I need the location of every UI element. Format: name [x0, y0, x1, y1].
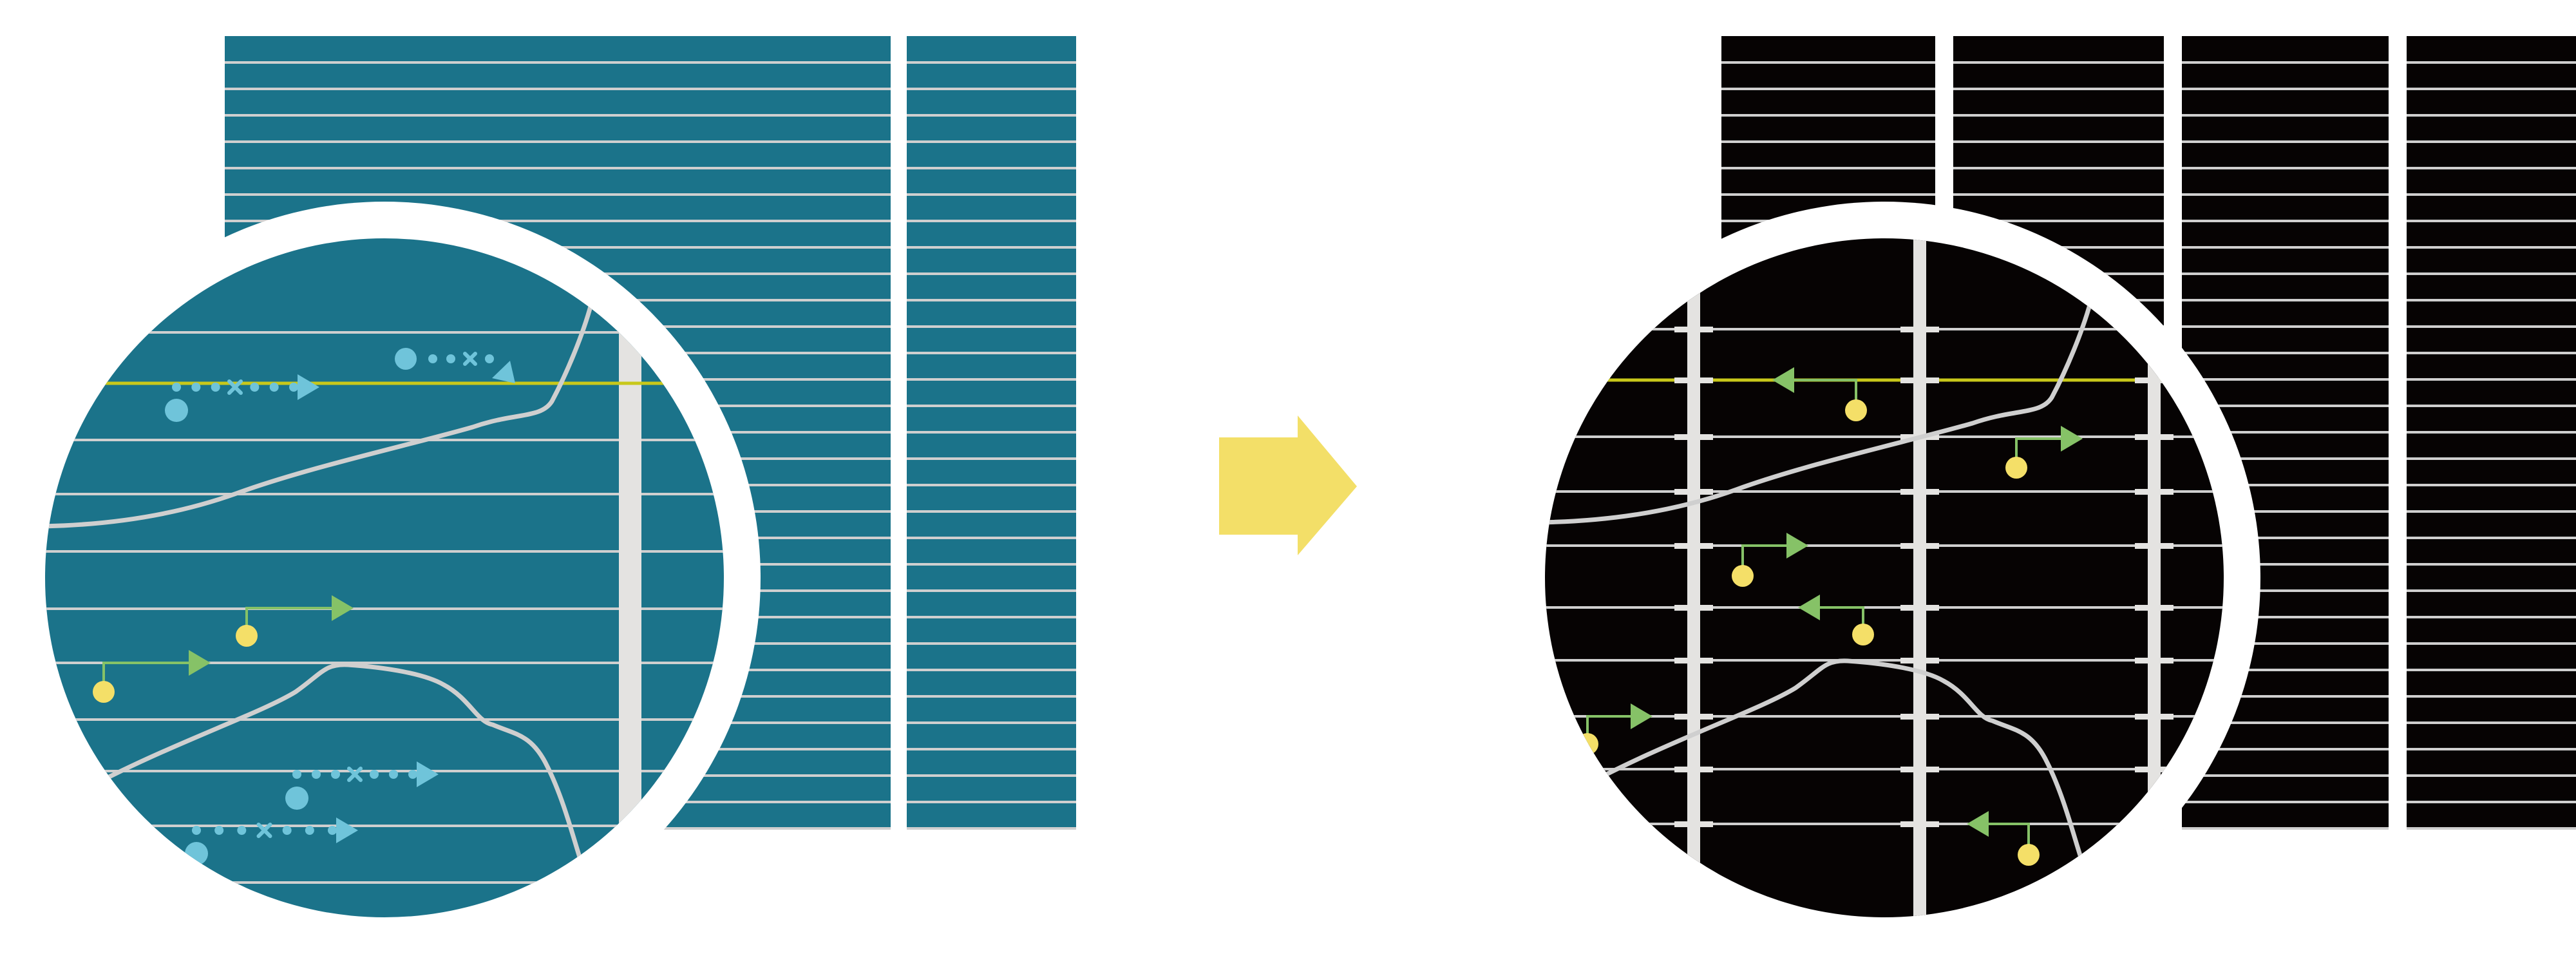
dot	[312, 770, 321, 779]
bar-tick	[1674, 377, 1713, 383]
bar-tick	[2135, 377, 2174, 383]
bar-tick	[1674, 605, 1713, 611]
bar-tick	[2135, 489, 2174, 495]
dot	[237, 826, 247, 835]
magnified-before-background	[45, 238, 724, 917]
right-arrow-icon	[1219, 415, 1357, 555]
dot	[305, 826, 314, 835]
dot	[292, 770, 301, 779]
bar-tick	[1900, 767, 1939, 772]
magnified-after-background	[1545, 238, 2224, 917]
bar-tick	[1674, 543, 1713, 549]
bar-tick	[2135, 658, 2174, 664]
arrowhead-icon	[1967, 811, 1989, 837]
bar-tick	[1900, 714, 1939, 720]
bar-tick	[1900, 327, 1939, 332]
dot	[370, 770, 379, 779]
bar-tick	[1900, 377, 1939, 383]
bar-tick	[1674, 714, 1713, 720]
yellow-dot	[93, 681, 115, 703]
trajectory-curve	[76, 662, 584, 864]
trajectory-curve	[45, 303, 594, 529]
cross-mark	[256, 823, 272, 838]
bar-tick	[2135, 714, 2174, 720]
bar-tick	[1674, 767, 1713, 772]
yellow-dot	[1732, 565, 1754, 587]
arrowhead-icon	[1631, 703, 1653, 729]
dot	[282, 826, 292, 835]
cross-mark	[347, 767, 363, 782]
trajectory-curve	[1576, 658, 2084, 861]
bar-tick	[1674, 434, 1713, 440]
arrowhead-icon	[2061, 426, 2083, 452]
trajectory-curve	[1545, 300, 2094, 525]
green-markers	[93, 595, 354, 703]
cross-mark	[463, 352, 477, 366]
yellow-dot	[236, 625, 258, 647]
bar-tick	[1674, 821, 1713, 827]
bar-tick	[2135, 434, 2174, 440]
arrowhead-icon	[492, 361, 515, 383]
arrowhead-icon	[336, 817, 358, 843]
dot	[408, 770, 417, 779]
vertical-bars	[1674, 238, 2174, 917]
yellow-dot	[2018, 844, 2040, 866]
origin-dot	[285, 787, 308, 810]
vertical-bar	[1687, 238, 1700, 917]
arrowhead-icon	[298, 374, 319, 400]
yellow-dot	[2005, 457, 2027, 479]
magnified-grid-lines	[45, 331, 724, 884]
vertical-bar	[2148, 238, 2161, 917]
dot	[289, 383, 298, 392]
green-markers	[1577, 367, 2083, 866]
bar-tick	[2135, 543, 2174, 549]
vertical-bar	[1913, 238, 1926, 917]
bar-tick	[1674, 658, 1713, 664]
dot	[211, 383, 220, 392]
bar-tick	[1674, 327, 1713, 332]
dot	[428, 354, 437, 363]
yellow-dot	[1852, 624, 1874, 645]
dot	[191, 383, 201, 392]
magnified-after-view	[1545, 238, 2224, 917]
yellow-dot	[1845, 399, 1867, 421]
dot	[250, 383, 260, 392]
arrowhead-icon	[1772, 367, 1794, 393]
bar-tick	[1900, 658, 1939, 664]
magnified-grid-lines	[1545, 328, 2224, 825]
bar-tick	[1674, 489, 1713, 495]
arrowhead-icon	[417, 761, 439, 787]
bar-tick	[1900, 543, 1939, 549]
arrowhead-icon	[1798, 595, 1820, 620]
bar-tick	[1900, 821, 1939, 827]
dot	[192, 826, 201, 835]
dot	[389, 770, 398, 779]
cross-mark	[227, 379, 243, 395]
arrowhead-icon	[332, 595, 354, 621]
dot	[446, 354, 455, 363]
bar-tick	[2135, 605, 2174, 611]
dot	[269, 383, 279, 392]
dot	[328, 826, 337, 835]
bar-tick	[1900, 489, 1939, 495]
blue-markers	[165, 348, 515, 865]
arrowhead-icon	[1786, 533, 1808, 559]
bar-tick	[2135, 767, 2174, 772]
dot	[172, 383, 181, 392]
bar-tick	[1900, 605, 1939, 611]
origin-dot	[395, 348, 417, 370]
dot	[331, 770, 340, 779]
dot	[214, 826, 224, 835]
origin-dot	[165, 399, 188, 422]
arrowhead-icon	[189, 650, 211, 676]
dot	[485, 354, 494, 363]
